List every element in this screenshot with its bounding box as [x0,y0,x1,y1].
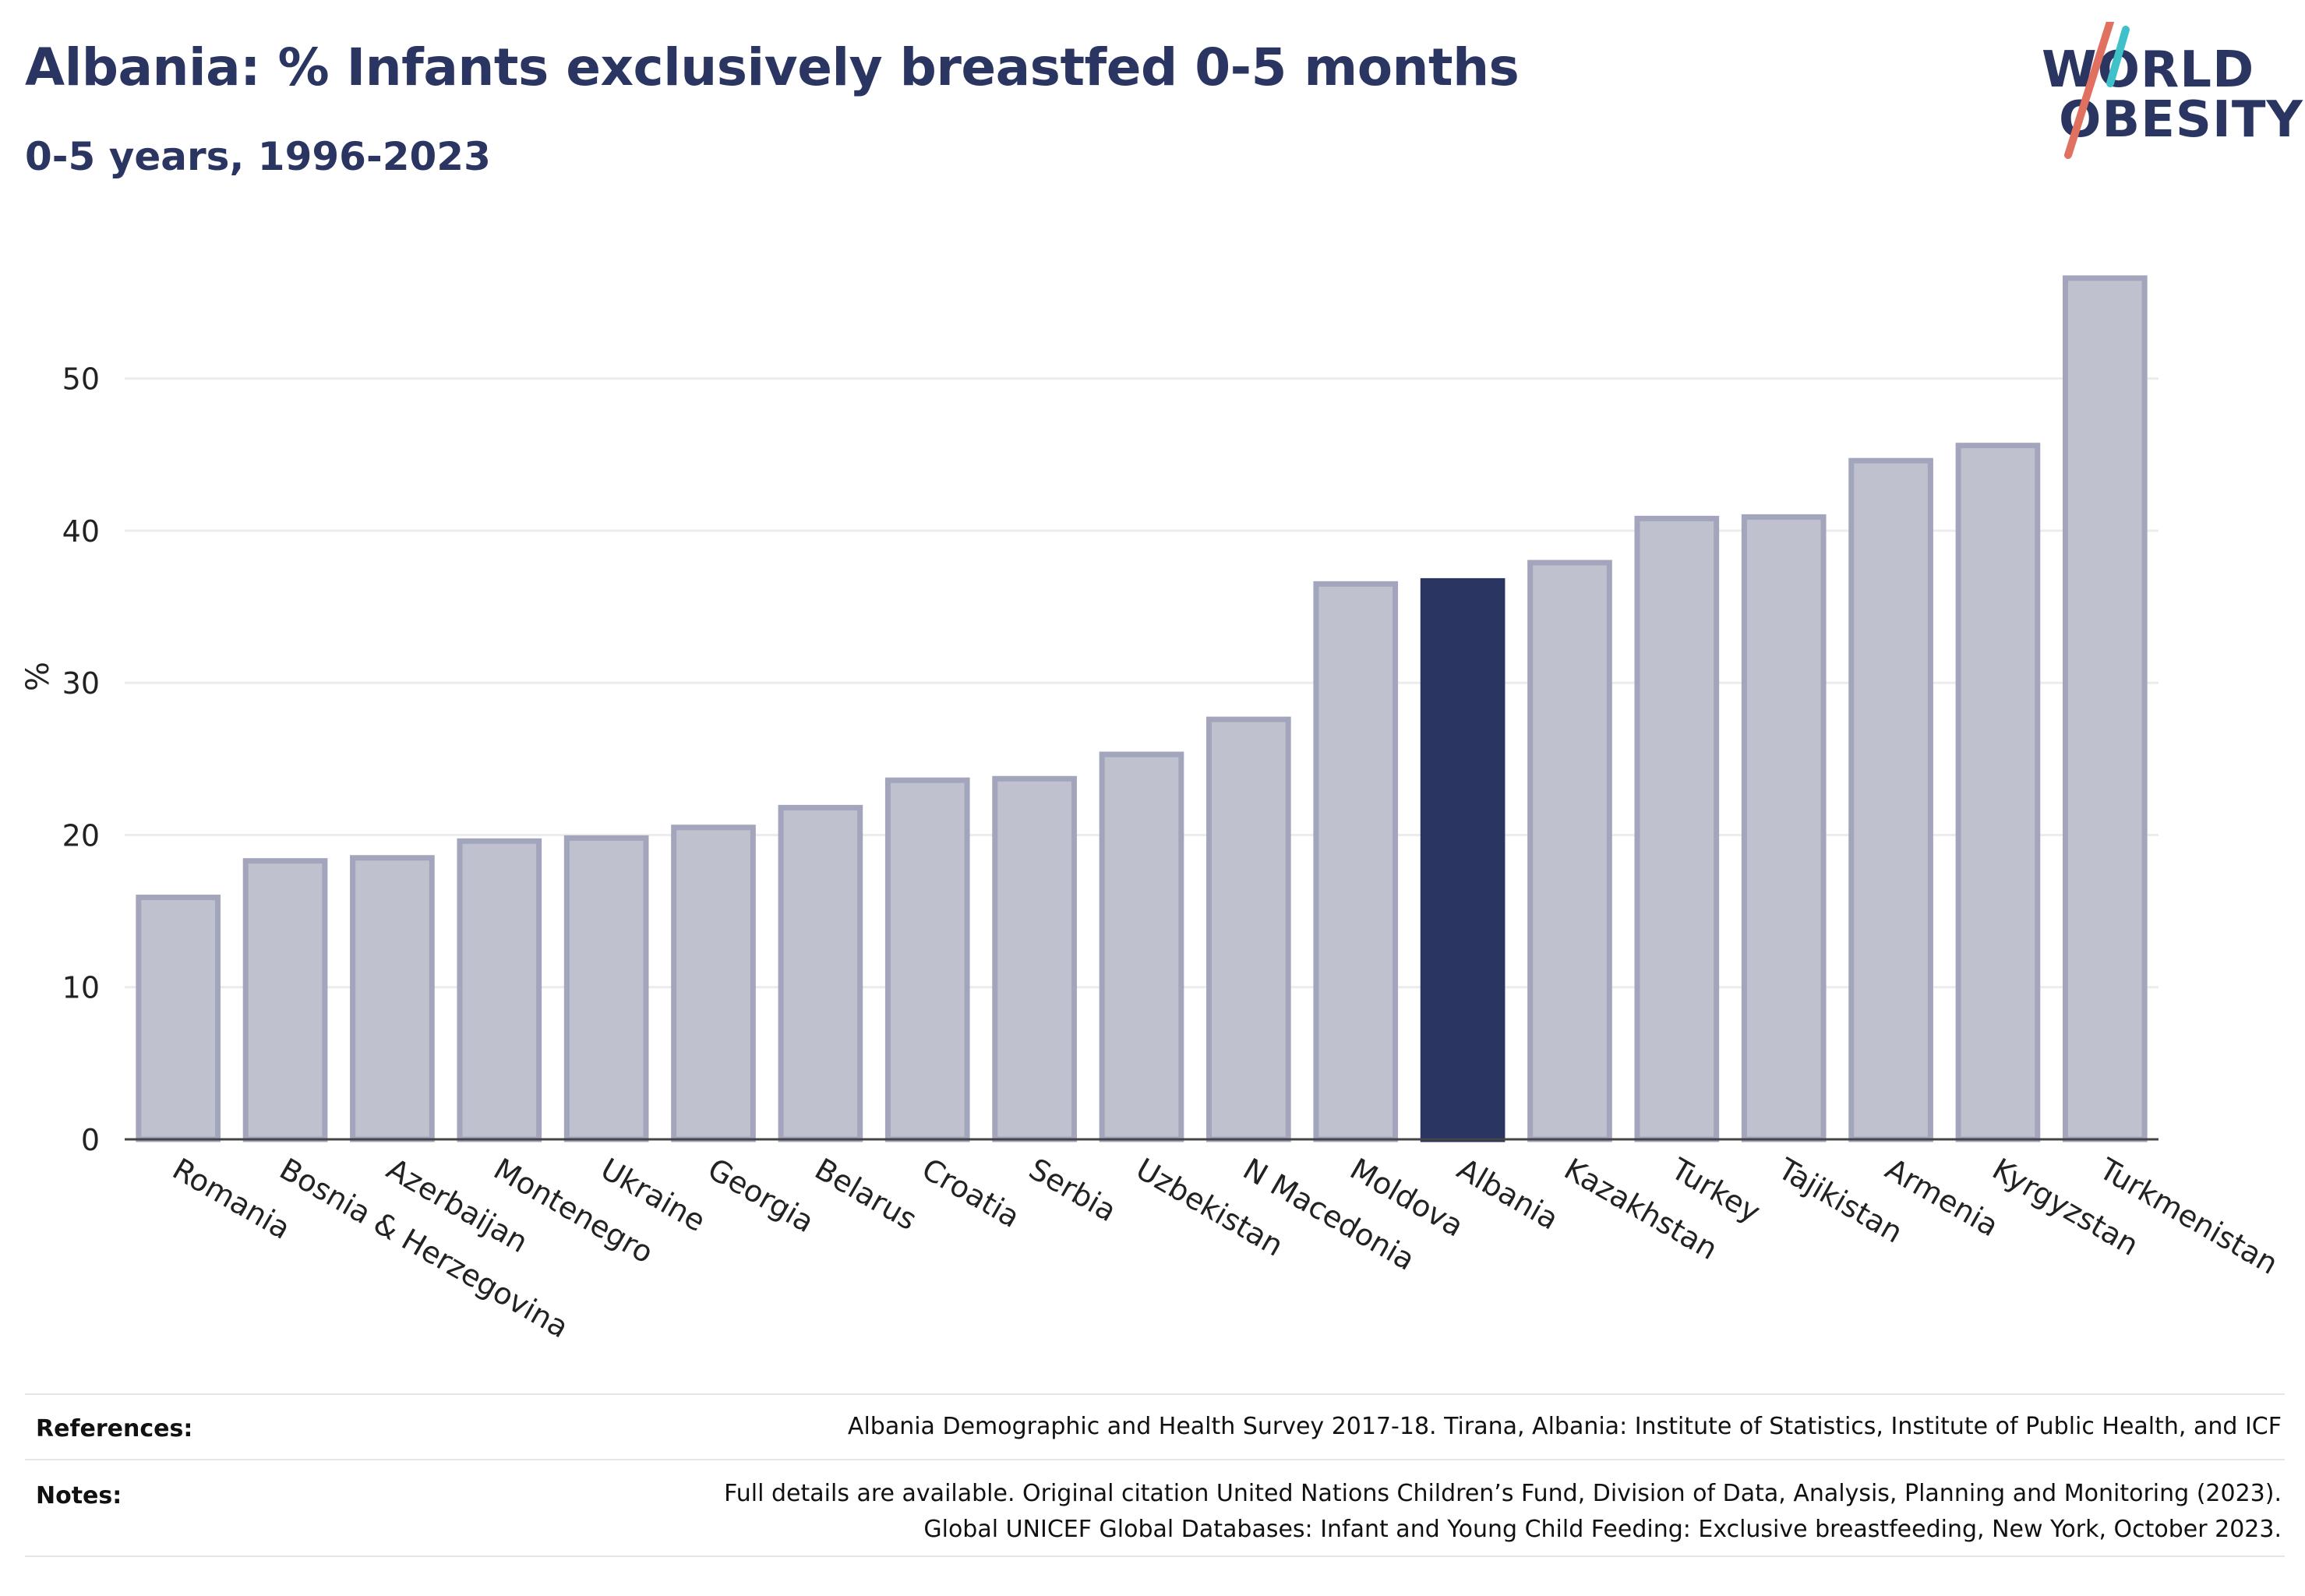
bar-n-macedonia [1206,716,1291,1142]
x-tick-label: Turkmenistan [2093,1151,2284,1281]
y-axis-label: % [20,662,56,691]
logo-slash-icon [2064,22,2130,159]
y-tick-label: 40 [62,514,100,549]
world-obesity-logo: WORLD OBESITY [2026,22,2303,170]
bar-azerbaijan [350,855,435,1142]
y-tick-label: 30 [62,666,100,701]
footer-divider-middle [25,1459,2285,1460]
logo-line-2: OBESITY [2059,91,2303,149]
footer-divider-bottom [25,1555,2285,1557]
bar-albania [1420,577,1505,1142]
x-tick-label: Belarus [809,1152,923,1238]
bar-ukraine [563,835,649,1142]
bar-montenegro [457,838,542,1142]
x-tick-label: Georgia [702,1152,820,1240]
y-tick-label: 20 [62,818,100,853]
bar-georgia [671,824,756,1142]
references-label: References: [36,1415,193,1442]
bar-belarus [778,804,863,1142]
bar-romania [136,895,221,1142]
y-tick-label: 0 [81,1123,100,1157]
bar-turkey [1634,515,1720,1142]
references-text: Albania Demographic and Health Survey 20… [847,1413,2282,1440]
y-tick-labels: 0 10 20 30 40 50 [62,362,100,1157]
bar-bosnia-herzegovina [242,858,328,1142]
x-tick-label: Albania [1452,1152,1565,1237]
footer-divider-top [25,1393,2285,1395]
bar-serbia [992,775,1077,1142]
bar-turkmenistan [2062,275,2148,1142]
bar-croatia [884,777,970,1142]
notes-label: Notes: [36,1482,122,1509]
chart-subtitle: 0-5 years, 1996-2023 [25,134,491,179]
notes-line-1: Full details are available. Original cit… [724,1480,2282,1507]
bar-kazakhstan [1527,560,1612,1142]
bar-kyrgyzstan [1955,443,2041,1142]
bars [136,275,2148,1142]
notes-text: Full details are available. Original cit… [724,1476,2282,1548]
notes-line-2: Global UNICEF Global Databases: Infant a… [923,1516,2282,1543]
logo-line-1: WORLD [2042,41,2255,99]
bar-tajikistan [1741,514,1827,1142]
x-tick-label: Romania [167,1152,296,1246]
y-tick-label: 50 [62,362,100,397]
y-tick-label: 10 [62,971,100,1005]
x-tick-label: Croatia [916,1152,1025,1234]
bar-uzbekistan [1099,751,1184,1142]
bar-armenia [1848,457,1933,1142]
bar-moldova [1313,581,1399,1142]
x-tick-label: Serbia [1023,1152,1122,1229]
chart-title: Albania: % Infants exclusively breastfed… [25,37,1520,97]
